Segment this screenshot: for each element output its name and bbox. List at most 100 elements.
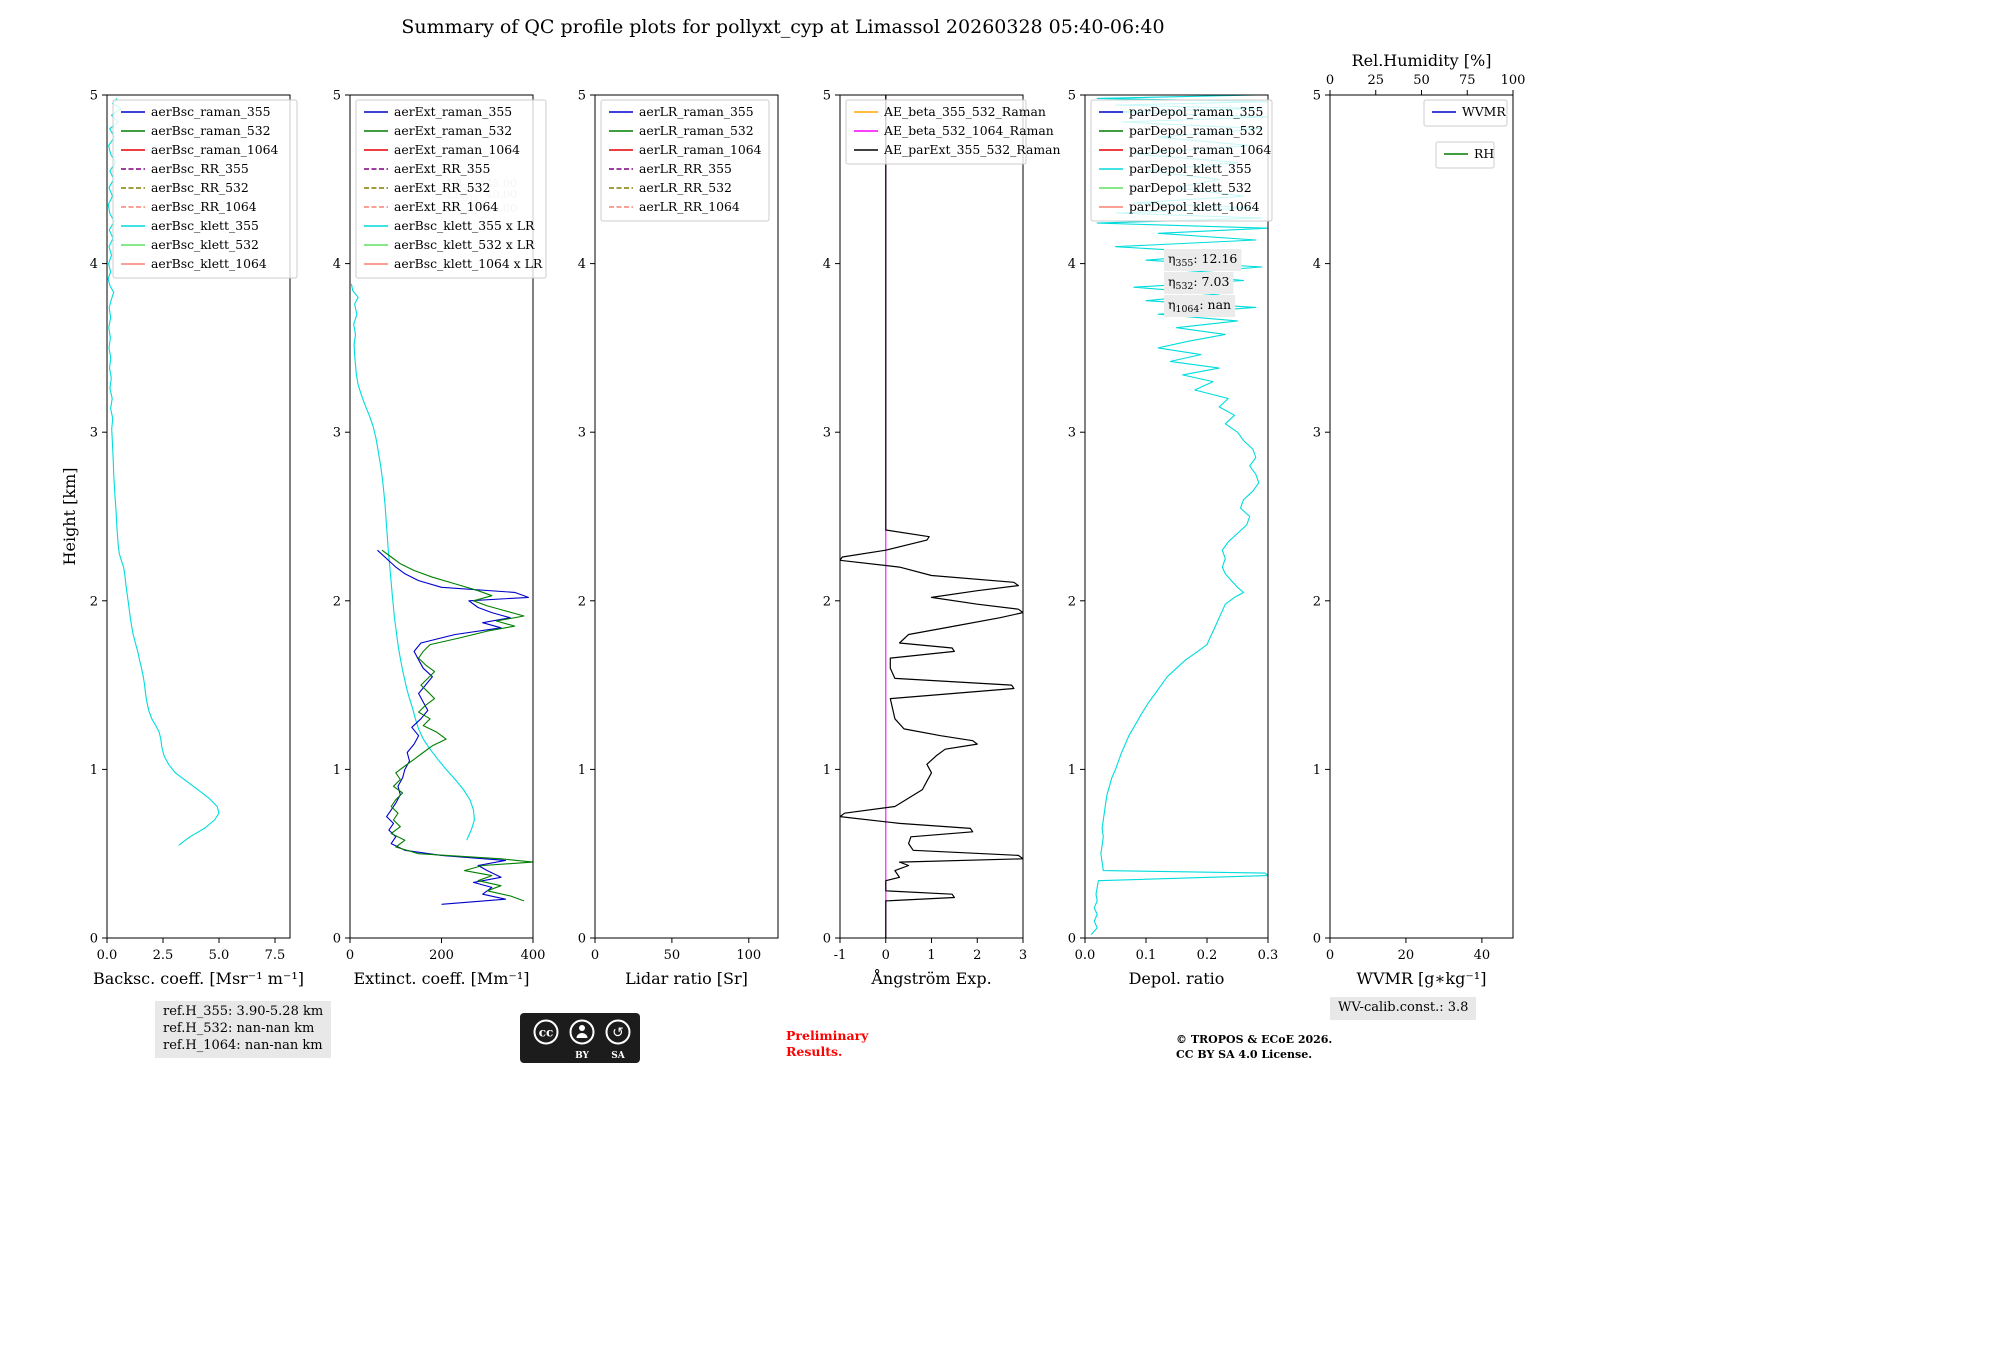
svg-text:4: 4 (578, 257, 586, 272)
ref-height-532: ref.H_532: nan-nan km (163, 1020, 315, 1036)
svg-text:2: 2 (333, 594, 341, 609)
svg-text:aerExt_RR_1064: aerExt_RR_1064 (394, 199, 498, 214)
svg-text:RH: RH (1474, 146, 1494, 161)
axes-frame (839, 94, 1024, 939)
svg-text:0: 0 (333, 932, 341, 947)
badge-by-label: BY (575, 1051, 589, 1061)
svg-text:2: 2 (90, 594, 98, 609)
copyright-line2: CC BY SA 4.0 License. (1176, 1047, 1313, 1061)
svg-text:aerBsc_raman_1064: aerBsc_raman_1064 (151, 142, 279, 157)
svg-text:3: 3 (578, 426, 586, 441)
series-group-angstroem (840, 95, 1023, 938)
legend-depol: parDepol_raman_355 parDepol_raman_532 parD… (1090, 99, 1273, 222)
svg-text:5.0: 5.0 (209, 948, 230, 963)
series-aerBsc_klett_355_x_LR (350, 283, 475, 841)
svg-text:0.2: 0.2 (1197, 948, 1218, 963)
svg-text:3: 3 (1313, 426, 1321, 441)
panel-depol: 0.0 0.1 0.2 0.3 0 1 2 3 4 5 Depol. ratio η355: 12.1… (1068, 89, 1279, 989)
svg-text:WVMR [g∗kg⁻¹]: WVMR [g∗kg⁻¹] (1357, 969, 1487, 988)
svg-text:aerBsc_klett_355 x LR: aerBsc_klett_355 x LR (394, 218, 535, 233)
svg-text:5: 5 (1068, 89, 1076, 104)
svg-text:40: 40 (1474, 948, 1491, 963)
svg-text:parDepol_klett_532: parDepol_klett_532 (1129, 180, 1252, 195)
svg-text:Lidar ratio [Sr]: Lidar ratio [Sr] (625, 969, 748, 988)
y-axis-label: Height [km] (60, 468, 79, 566)
svg-text:η355: 12.16: η355: 12.16 (1168, 251, 1237, 269)
svg-text:7.5: 7.5 (265, 948, 286, 963)
cc-icon-label: cc (539, 1026, 554, 1040)
svg-text:0: 0 (1068, 932, 1076, 947)
series-aerExt_raman_532 (381, 549, 533, 902)
svg-text:0.1: 0.1 (1136, 948, 1157, 963)
axes-frame (106, 94, 291, 939)
svg-text:50: 50 (664, 948, 681, 963)
copyright-line1: © TROPOS & ECoE 2026. (1176, 1033, 1333, 1046)
svg-text:100: 100 (736, 948, 761, 963)
svg-text:Backsc. coeff. [Msr⁻¹ m⁻¹]: Backsc. coeff. [Msr⁻¹ m⁻¹] (93, 969, 304, 988)
svg-text:0: 0 (90, 932, 98, 947)
svg-text:Rel.Humidity [%]: Rel.Humidity [%] (1352, 51, 1492, 70)
svg-text:4: 4 (1313, 257, 1321, 272)
svg-text:parDepol_klett_1064: parDepol_klett_1064 (1129, 199, 1260, 214)
svg-text:2: 2 (1313, 594, 1321, 609)
svg-text:AE_parExt_355_532_Raman: AE_parExt_355_532_Raman (883, 142, 1060, 157)
svg-text:1: 1 (1068, 763, 1076, 778)
svg-text:Ångström Exp.: Ångström Exp. (870, 968, 991, 988)
wv-calib-box: WV-calib.const.: 3.8 (1330, 997, 1477, 1020)
svg-text:aerBsc_RR_532: aerBsc_RR_532 (151, 180, 249, 195)
svg-text:aerLR_RR_355: aerLR_RR_355 (639, 161, 732, 176)
svg-text:3: 3 (1019, 948, 1027, 963)
svg-text:η1064: nan: η1064: nan (1168, 297, 1231, 315)
ref-height-box: ref.H_355: 3.90-5.28 km ref.H_532: nan-n… (155, 1001, 332, 1058)
svg-text:-1: -1 (834, 948, 847, 963)
legend-extinction: aerExt_raman_355 aerExt_raman_532 aerExt_r… (355, 99, 547, 279)
svg-text:2: 2 (1068, 594, 1076, 609)
svg-text:100: 100 (1501, 73, 1526, 88)
svg-text:aerExt_RR_532: aerExt_RR_532 (394, 180, 490, 195)
svg-text:aerBsc_klett_1064: aerBsc_klett_1064 (151, 256, 267, 271)
copyright-note: © TROPOS & ECoE 2026. CC BY SA 4.0 Licen… (1176, 1033, 1332, 1063)
svg-text:50: 50 (1413, 73, 1430, 88)
svg-text:aerBsc_klett_355: aerBsc_klett_355 (151, 218, 259, 233)
svg-text:1: 1 (823, 763, 831, 778)
svg-text:parDepol_klett_355: parDepol_klett_355 (1129, 161, 1252, 176)
svg-text:5: 5 (823, 89, 831, 104)
figure-title: Summary of QC profile plots for pollyxt_… (401, 16, 1165, 38)
svg-text:aerBsc_RR_1064: aerBsc_RR_1064 (151, 199, 257, 214)
svg-text:0: 0 (1313, 932, 1321, 947)
svg-text:aerLR_RR_1064: aerLR_RR_1064 (639, 199, 740, 214)
panel-backscatter: 0.0 2.5 5.0 7.5 0 1 2 3 4 5 Backsc. coeff. [Msr⁻¹ … (90, 89, 304, 989)
svg-text:aerBsc_raman_355: aerBsc_raman_355 (151, 104, 271, 119)
svg-text:aerLR_RR_532: aerLR_RR_532 (639, 180, 732, 195)
axes-frame (594, 94, 779, 939)
panel-lidar-ratio: 0 50 100 0 1 2 3 4 5 Lidar ratio [Sr] aerLR_raman_… (578, 89, 779, 988)
svg-text:5: 5 (90, 89, 98, 104)
svg-text:3: 3 (90, 426, 98, 441)
svg-text:4: 4 (1068, 257, 1076, 272)
svg-text:2.5: 2.5 (153, 948, 174, 963)
svg-text:5: 5 (578, 89, 586, 104)
svg-text:3: 3 (823, 426, 831, 441)
preliminary-line2: Results. (786, 1043, 843, 1059)
ref-height-355: ref.H_355: 3.90-5.28 km (163, 1004, 324, 1019)
svg-text:4: 4 (90, 257, 98, 272)
svg-text:aerBsc_klett_1064 x LR: aerBsc_klett_1064 x LR (394, 256, 543, 271)
svg-text:aerLR_raman_532: aerLR_raman_532 (639, 123, 754, 138)
svg-text:aerExt_raman_355: aerExt_raman_355 (394, 104, 512, 119)
legend-lidar-ratio: aerLR_raman_355 aerLR_raman_532 aerLR_rama… (600, 99, 770, 222)
svg-text:0: 0 (1326, 73, 1334, 88)
svg-text:aerBsc_RR_355: aerBsc_RR_355 (151, 161, 249, 176)
svg-text:AE_beta_532_1064_Raman: AE_beta_532_1064_Raman (883, 123, 1054, 138)
axes-frame (1084, 94, 1269, 939)
svg-text:25: 25 (1367, 73, 1384, 88)
svg-text:η532: 7.03: η532: 7.03 (1168, 274, 1229, 292)
series-aerExt_raman_355 (377, 549, 529, 905)
svg-text:0.0: 0.0 (1075, 948, 1096, 963)
svg-text:parDepol_raman_532: parDepol_raman_532 (1129, 123, 1263, 138)
svg-text:5: 5 (1313, 89, 1321, 104)
svg-text:3: 3 (333, 426, 341, 441)
